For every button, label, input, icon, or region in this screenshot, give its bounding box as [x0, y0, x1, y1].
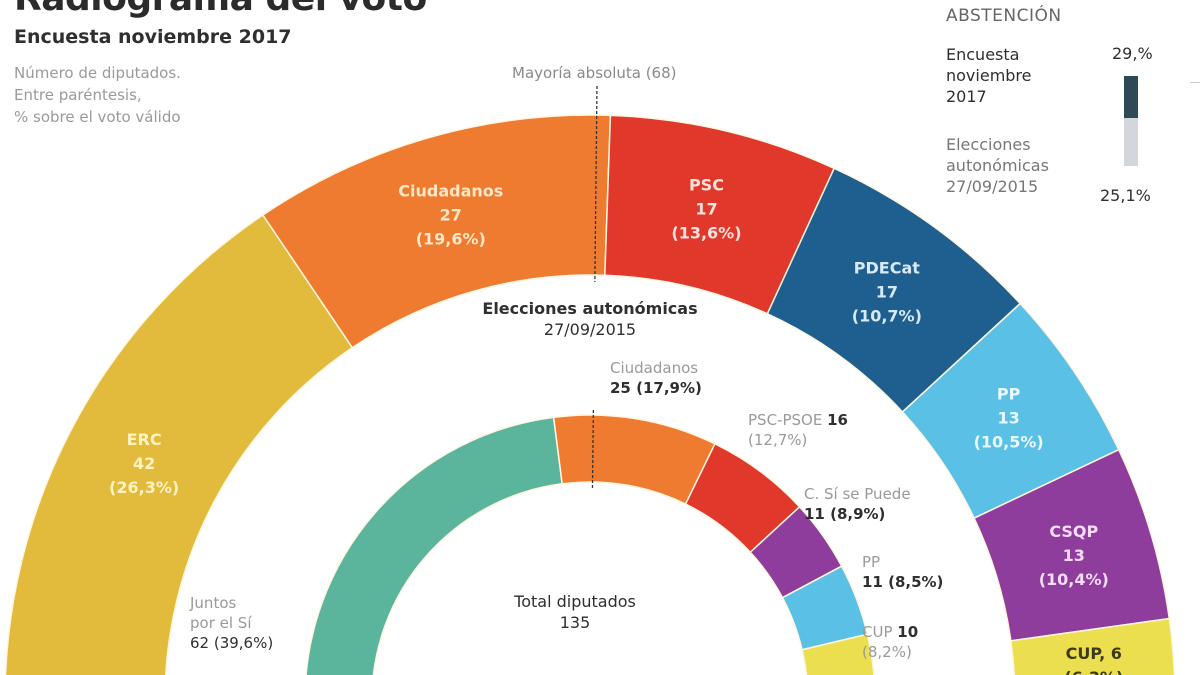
- majority-line-inner: [591, 410, 595, 491]
- label-value: 11 (8,9%): [804, 505, 886, 523]
- segment-label-name: PP: [997, 385, 1021, 404]
- segment-cup: [801, 633, 875, 675]
- label-cup-2015: CUP 10 (8,2%): [862, 622, 918, 662]
- segment-label-csqp: CSQP 13 (10,4%): [1039, 522, 1109, 589]
- abstention-bar: [1124, 76, 1138, 166]
- label-value: (8,2%): [862, 643, 912, 661]
- segment-label-seats: 17: [695, 200, 717, 219]
- segment-label-seats: 42: [133, 454, 155, 473]
- label-seats: 10: [897, 623, 919, 641]
- outer-ring-labels: ERC 42 (26,3%) Ciudadanos 27 (19,6%) PSC 17 (13,…: [109, 176, 1123, 675]
- segment-label-seats: 13: [998, 409, 1020, 428]
- chart-subtitle: Encuesta noviembre 2017: [14, 26, 292, 48]
- segment-label-pdecat: PDECat 17 (10,7%): [852, 258, 922, 325]
- label-juntos-por-el-si: Juntos por el Sí 62 (39,6%): [190, 593, 273, 653]
- segment-juntos-por-el-si: [305, 416, 564, 675]
- abstention-title: ABSTENCIÓN: [946, 6, 1062, 26]
- abstention-bar-survey: [1124, 76, 1138, 118]
- label-name: Juntos: [190, 594, 237, 612]
- chart-title: Radiograma del voto: [14, 0, 427, 19]
- majority-line: [594, 85, 598, 283]
- segment-label-name: CUP, 6: [1066, 644, 1122, 663]
- abstention-election-label: Elecciones autonómicas 27/09/2015: [946, 135, 1049, 196]
- segment-label-name: Ciudadanos: [398, 182, 503, 201]
- total-seats-value: 135: [559, 613, 591, 632]
- inner-ring-elections-2015: [305, 414, 875, 675]
- segment-label-erc: ERC 42 (26,3%): [109, 430, 179, 497]
- segment-label-pct: (19,6%): [416, 230, 486, 249]
- segment-cup: [1010, 617, 1176, 675]
- label-name: PP: [862, 553, 881, 571]
- label-name: CUP: [862, 623, 893, 641]
- abstention-election-value: 25,1%: [1100, 186, 1151, 205]
- total-seats-label: Total diputados: [514, 592, 636, 611]
- label-ciudadanos-2015: Ciudadanos 25 (17,9%): [610, 358, 702, 398]
- note-line: % sobre el voto válido: [14, 108, 181, 126]
- inner-ring-title: Elecciones autonómicas 27/09/2015: [440, 298, 740, 340]
- segment-label-seats: 17: [876, 282, 898, 301]
- segment-erc: [4, 213, 354, 675]
- segment-label-name: PDECat: [854, 258, 920, 277]
- label-c-si-se-puede: C. Sí se Puede 11 (8,9%): [804, 484, 911, 524]
- segment-label-pp: PP 13 (10,5%): [974, 385, 1044, 452]
- segment-label-seats: 27: [440, 206, 462, 225]
- majority-label: Mayoría absoluta (68): [512, 64, 677, 82]
- segment-label-name: ERC: [127, 430, 162, 449]
- segment-label-pct: (26,3%): [109, 478, 179, 497]
- segment-label-pct: (10,5%): [974, 433, 1044, 452]
- label-seats: 16: [827, 411, 848, 429]
- label-value: 25 (17,9%): [610, 379, 702, 397]
- segment-label-name: CSQP: [1049, 522, 1098, 541]
- label-value: 11 (8,5%): [862, 573, 944, 591]
- label-value: 62 (39,6%): [190, 634, 274, 652]
- label-value: (12,7%): [748, 431, 808, 449]
- note-line: Número de diputados.: [14, 64, 181, 82]
- segment-label-pct: (10,4%): [1039, 570, 1109, 589]
- segment-label-pct: (13,6%): [671, 224, 741, 243]
- inner-ring-title-line2: 27/09/2015: [543, 320, 637, 339]
- chart-note: Número de diputados. Entre paréntesis, %…: [14, 62, 314, 128]
- segment-ciudadanos: [552, 414, 716, 506]
- segment-label-name: PSC: [689, 176, 724, 195]
- label-psc-psoe: PSC-PSOE 16 (12,7%): [748, 410, 848, 450]
- segment-label-pct: (10,7%): [852, 306, 922, 325]
- segment-label-ciudadanos: Ciudadanos 27 (19,6%): [398, 182, 503, 249]
- divider: [1190, 82, 1200, 83]
- segment-label-pct: (6,3%): [1064, 668, 1123, 675]
- outer-ring-survey-2017: [4, 114, 1176, 675]
- segment-label-seats: 13: [1063, 546, 1085, 565]
- segment-label-cup: CUP, 6 (6,3%): [1064, 644, 1123, 675]
- label-name: por el Sí: [190, 614, 252, 632]
- label-name: PSC-PSOE: [748, 411, 823, 429]
- inner-ring-title-line1: Elecciones autonómicas: [482, 299, 698, 318]
- total-seats: Total diputados 135: [475, 591, 675, 633]
- label-pp-2015: PP 11 (8,5%): [862, 552, 943, 592]
- label-name: Ciudadanos: [610, 359, 699, 377]
- segment-label-psc: PSC 17 (13,6%): [671, 176, 741, 243]
- note-line: Entre paréntesis,: [14, 86, 142, 104]
- abstention-survey-label: Encuesta noviembre 2017: [946, 45, 1032, 106]
- label-name: C. Sí se Puede: [804, 485, 911, 503]
- abstention-survey-value: 29,%: [1112, 44, 1153, 63]
